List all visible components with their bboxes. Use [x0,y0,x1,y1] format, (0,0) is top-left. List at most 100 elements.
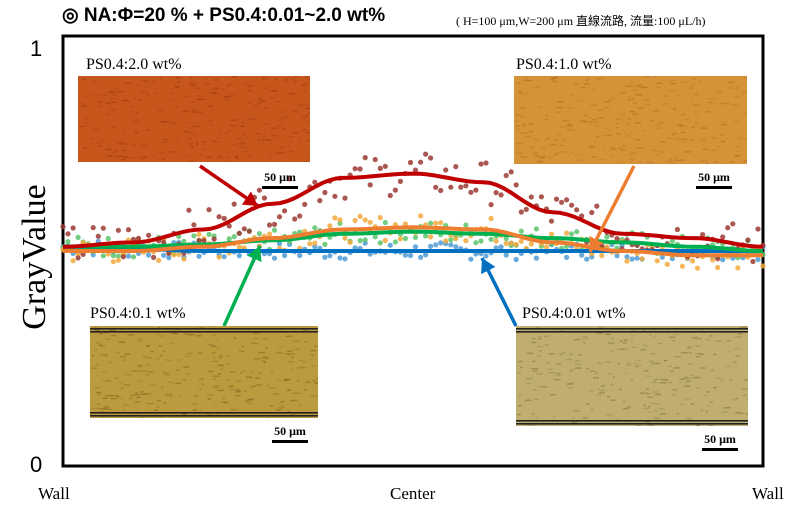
data-point [629,256,635,262]
data-point [458,184,464,190]
data-point [493,190,499,196]
data-point [412,167,419,173]
data-point [584,256,590,262]
data-point [70,225,76,231]
data-point [196,237,202,243]
data-point [231,201,237,207]
data-point [523,206,529,212]
data-point [669,238,676,244]
data-point [387,192,393,199]
data-point [463,238,469,244]
data-point [518,209,524,215]
scale-text-0-1: 50 μm [274,424,306,438]
data-point [327,253,333,259]
data-point [407,159,414,166]
micrograph-2-0 [78,76,310,162]
data-point [80,251,86,257]
data-point [453,244,459,250]
data-point [156,257,162,263]
scale-text-1-0: 50 μm [698,170,730,184]
data-point [302,201,308,207]
chart-title: ◎ NA:Φ=20 % + PS0.4:0.01~2.0 wt% [62,5,386,26]
data-point [256,187,262,193]
data-point [423,151,429,157]
inset-label-1-0: PS0.4:1.0 wt% [516,56,612,73]
data-point [478,238,484,244]
data-point [513,241,519,248]
data-point [463,222,469,228]
data-point [65,239,71,245]
data-point [478,161,484,167]
data-point [433,242,439,248]
data-point [528,241,534,247]
data-point [266,222,273,228]
data-point [362,217,368,223]
data-point [337,255,343,261]
data-point [226,223,232,229]
data-point [322,189,328,196]
data-point [483,253,489,259]
data-point [438,187,444,194]
data-point [276,214,283,220]
data-point [564,254,570,260]
data-point [206,207,212,213]
data-point [448,237,454,243]
data-point [468,189,474,195]
chart-subtitle: ( H=100 μm,W=200 μm 直線流路, 流量:100 μL/h) [456,14,706,28]
scale-bar-2-0 [262,186,298,189]
arrow-head-1 [589,235,604,252]
data-point [528,194,534,200]
data-point [332,215,338,221]
data-point [433,184,439,190]
data-point [518,228,524,234]
data-point [367,219,373,225]
data-point [574,229,580,235]
arrow-head-2 [247,246,262,262]
data-point [397,178,403,184]
data-point [448,242,454,248]
data-point [745,237,751,243]
data-point [176,251,182,258]
data-point [402,221,408,227]
data-point [518,238,524,244]
data-point [362,155,368,161]
data-point [312,225,318,231]
data-point [181,238,187,244]
y-tick-0: 0 [30,452,43,477]
data-point [211,236,217,242]
data-point [624,258,630,264]
arrow-head-0 [241,191,258,206]
scale-bar-0-01 [702,448,738,451]
data-point [473,240,479,246]
data-point [372,156,378,163]
data-point [412,244,419,250]
x-tick-wall-left: Wall [38,484,70,503]
data-point [594,203,600,209]
data-point [407,252,414,259]
inset-label-0-1: PS0.4:0.1 wt% [90,305,186,322]
data-point [579,252,585,258]
arrow-line-2 [222,245,262,327]
data-point [115,257,121,263]
data-point [493,238,499,244]
scale-text-2-0: 50 μm [264,170,296,184]
data-point [266,231,273,237]
data-point [533,226,540,232]
data-point [659,254,665,260]
data-point [589,209,595,216]
data-point [287,176,293,182]
data-point [614,236,620,242]
data-point [498,244,504,250]
data-point [221,215,227,221]
data-point [438,220,444,226]
data-point [428,243,434,249]
data-point [564,197,570,203]
data-point [423,252,429,258]
data-point [327,223,333,229]
data-point [392,239,398,245]
data-point [236,253,242,259]
data-point [357,238,363,244]
data-point [161,252,167,258]
micrograph-texture [514,76,747,164]
